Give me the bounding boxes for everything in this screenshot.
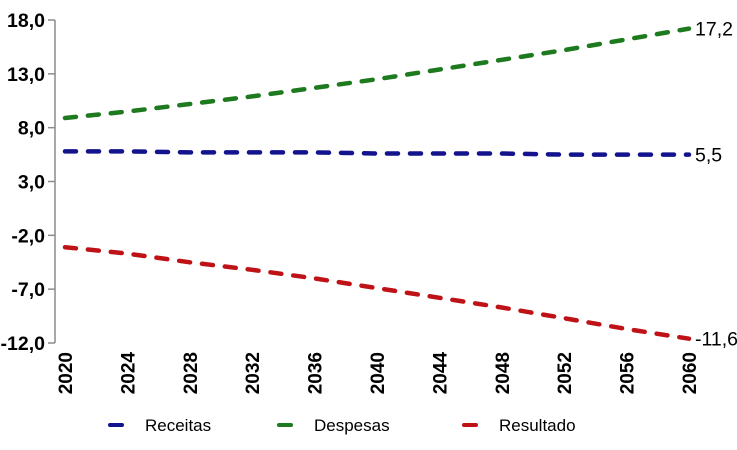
series-end-label-receitas: 5,5 [695, 145, 722, 167]
legend-label-receitas: Receitas [145, 415, 212, 435]
x-tick-label: 2036 [306, 352, 327, 394]
y-tick-label: 18,0 [7, 10, 45, 32]
x-tick-label: 2052 [555, 352, 576, 394]
legend-dash-despesas [277, 422, 293, 428]
x-tick-label: 2028 [181, 352, 202, 394]
y-tick-label: -2,0 [11, 225, 45, 247]
series-end-label-despesas: 17,2 [695, 19, 733, 41]
legend-item-despesas: Despesas [277, 408, 390, 442]
x-tick-label: 2044 [430, 352, 451, 395]
y-tick-label: 8,0 [18, 118, 45, 140]
legend-item-resultado: Resultado [462, 408, 576, 442]
legend-label-despesas: Despesas [314, 415, 390, 435]
plot-area: 18,0 13,0 8,0 3,0 -2,0 -7,0 -12,0 2020 2024 2028 2… [1, 10, 737, 395]
series-line-resultado [62, 244, 692, 341]
series-line-receitas [62, 149, 692, 157]
x-tick-label: 2020 [56, 352, 77, 394]
y-tick-label: 3,0 [18, 172, 45, 194]
series-line-despesas [62, 26, 692, 121]
series-end-label-resultado: -11,6 [695, 329, 737, 351]
x-tick-label: 2048 [493, 352, 514, 394]
legend-dash-resultado [462, 422, 478, 428]
x-tick-label: 2032 [243, 352, 264, 394]
legend-label-resultado: Resultado [499, 415, 576, 435]
x-tick-label: 2056 [618, 352, 639, 394]
y-tick-label: -12,0 [1, 333, 46, 355]
x-tick-label: 2024 [118, 352, 139, 395]
legend: Receitas Despesas Resultado [0, 408, 737, 448]
y-tick-label: 13,0 [7, 64, 45, 86]
y-tick-label: -7,0 [11, 279, 45, 301]
legend-dash-receitas [108, 422, 124, 428]
x-tick-label: 2040 [368, 352, 389, 394]
x-tick-label: 2060 [680, 352, 701, 394]
legend-item-receitas: Receitas [108, 408, 211, 442]
